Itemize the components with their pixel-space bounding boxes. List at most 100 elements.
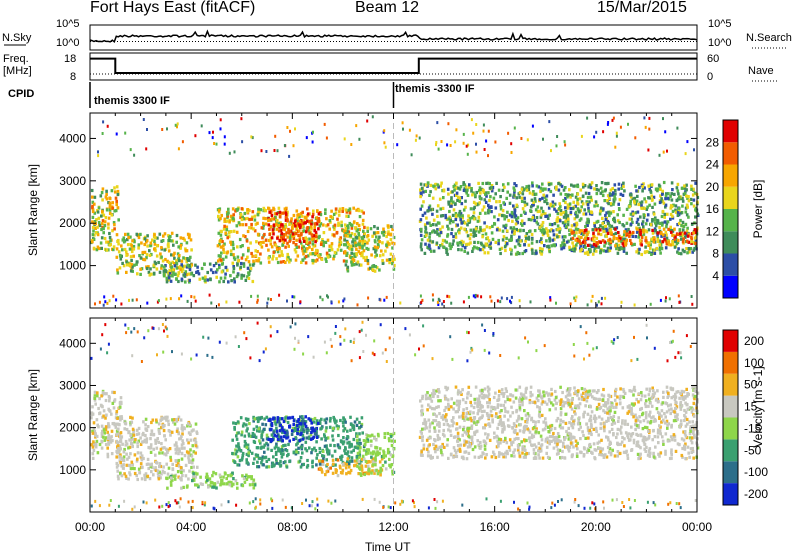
data-cell — [529, 394, 533, 398]
data-cell — [107, 226, 110, 230]
data-cell — [671, 243, 675, 247]
data-cell — [468, 185, 471, 189]
data-cell — [535, 220, 538, 224]
data-cell — [674, 392, 677, 396]
data-cell — [441, 225, 444, 229]
data-cell — [614, 244, 617, 248]
noise-cell — [475, 150, 478, 154]
data-cell — [599, 206, 603, 210]
data-cell — [576, 227, 580, 232]
noise-cell — [289, 129, 291, 133]
data-cell — [331, 458, 335, 462]
data-cell — [680, 186, 684, 190]
data-cell — [167, 260, 171, 264]
data-cell — [123, 247, 127, 252]
data-cell — [131, 466, 134, 470]
data-cell — [241, 484, 245, 488]
noise-cell — [437, 147, 440, 151]
data-cell — [620, 235, 624, 240]
data-cell — [355, 247, 358, 251]
data-cell — [311, 418, 314, 422]
data-cell — [361, 431, 364, 435]
data-cell — [173, 422, 177, 426]
data-cell — [315, 252, 319, 256]
data-cell — [681, 196, 684, 200]
data-cell — [115, 202, 118, 207]
data-cell — [479, 228, 483, 232]
data-cell — [606, 246, 610, 250]
data-cell — [669, 243, 673, 247]
data-cell — [525, 202, 529, 206]
data-cell — [540, 250, 544, 254]
data-cell — [306, 247, 309, 251]
data-cell — [535, 216, 539, 220]
data-cell — [358, 228, 361, 232]
data-cell — [126, 243, 130, 247]
data-cell — [501, 238, 505, 242]
data-cell — [424, 189, 427, 193]
data-cell — [94, 431, 97, 436]
data-cell — [604, 188, 607, 192]
data-cell — [292, 437, 295, 441]
data-cell — [107, 240, 111, 244]
data-cell — [358, 467, 362, 471]
data-cell — [107, 222, 110, 226]
data-cell — [636, 227, 639, 231]
data-cell — [279, 459, 282, 463]
data-cell — [158, 232, 162, 236]
data-cell — [115, 247, 119, 251]
data-cell — [286, 235, 290, 239]
data-cell — [120, 254, 123, 258]
data-cell — [187, 431, 191, 435]
data-cell — [646, 205, 649, 209]
data-cell — [113, 209, 116, 213]
data-cell — [349, 247, 352, 251]
data-cell — [148, 253, 152, 257]
data-cell — [587, 191, 591, 196]
data-cell — [391, 241, 394, 245]
data-cell — [231, 216, 235, 220]
data-cell — [522, 228, 525, 233]
data-cell — [324, 208, 327, 212]
data-cell — [607, 438, 610, 442]
data-cell — [370, 455, 373, 459]
data-cell — [649, 246, 652, 250]
data-cell — [674, 204, 678, 208]
data-cell — [465, 457, 469, 461]
data-cell — [391, 257, 394, 261]
data-cell — [295, 225, 299, 229]
data-cell — [653, 251, 657, 255]
data-cell — [229, 252, 233, 257]
data-cell — [144, 417, 148, 421]
data-cell — [615, 226, 619, 230]
data-cell — [439, 227, 442, 231]
data-cell — [302, 252, 305, 256]
data-cell — [458, 438, 461, 442]
data-cell — [358, 420, 361, 425]
data-cell — [246, 275, 249, 279]
data-cell — [357, 223, 361, 227]
data-cell — [325, 417, 329, 421]
data-cell — [670, 198, 674, 202]
data-cell — [220, 229, 223, 234]
data-cell — [662, 442, 665, 446]
data-cell — [94, 442, 98, 446]
data-cell — [183, 238, 186, 242]
data-cell — [510, 252, 513, 256]
data-cell — [690, 184, 693, 188]
data-cell — [539, 215, 543, 219]
data-cell — [248, 263, 252, 267]
data-cell — [616, 251, 620, 255]
data-cell — [473, 245, 476, 249]
data-cell — [102, 227, 105, 231]
data-cell — [418, 435, 422, 439]
data-cell — [622, 233, 626, 237]
data-cell — [685, 188, 688, 192]
data-cell — [139, 442, 143, 446]
data-cell — [419, 233, 423, 237]
data-cell — [660, 197, 663, 201]
data-cell — [194, 451, 197, 455]
data-cell — [117, 422, 121, 427]
data-cell — [454, 217, 458, 222]
